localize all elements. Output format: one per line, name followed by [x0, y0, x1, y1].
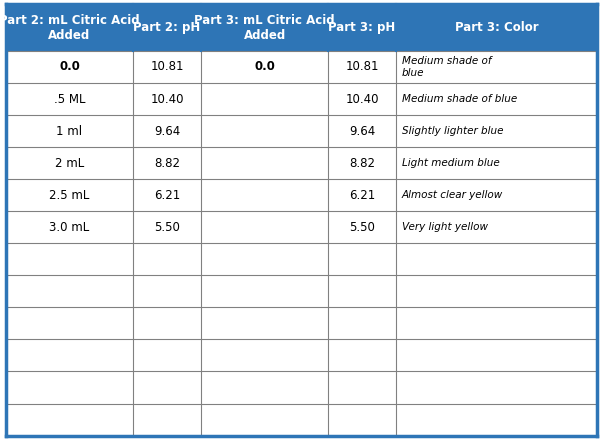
Bar	[133, 211, 201, 243]
Text: 1 ml: 1 ml	[57, 125, 83, 138]
Bar	[6, 243, 133, 275]
Bar	[328, 83, 396, 115]
Bar	[328, 115, 396, 147]
Text: Medium shade of
blue: Medium shade of blue	[402, 56, 491, 78]
Bar	[328, 275, 396, 308]
Text: 10.81: 10.81	[346, 60, 379, 73]
Bar	[396, 371, 597, 403]
Bar	[201, 4, 328, 51]
Text: Slightly lighter blue: Slightly lighter blue	[402, 126, 504, 136]
Bar	[328, 308, 396, 339]
Bar	[6, 147, 133, 179]
Bar	[396, 211, 597, 243]
Text: 5.50: 5.50	[154, 221, 180, 234]
Bar	[396, 147, 597, 179]
Text: 6.21: 6.21	[349, 189, 375, 202]
Bar	[328, 371, 396, 403]
Text: Medium shade of blue: Medium shade of blue	[402, 94, 517, 104]
Text: 9.64: 9.64	[349, 125, 375, 138]
Bar	[6, 339, 133, 371]
Bar	[328, 403, 396, 436]
Bar	[201, 147, 328, 179]
Text: 2 mL: 2 mL	[55, 157, 84, 170]
Bar	[328, 339, 396, 371]
Text: Part 2: pH: Part 2: pH	[133, 21, 201, 34]
Text: 5.50: 5.50	[349, 221, 375, 234]
Bar	[328, 147, 396, 179]
Text: 8.82: 8.82	[154, 157, 180, 170]
Bar	[396, 51, 597, 83]
Bar	[201, 51, 328, 83]
Bar	[6, 403, 133, 436]
Text: Light medium blue: Light medium blue	[402, 158, 500, 168]
Bar	[6, 275, 133, 308]
Bar	[396, 243, 597, 275]
Bar	[396, 179, 597, 211]
Bar	[133, 51, 201, 83]
Text: 0.0: 0.0	[254, 60, 275, 73]
Bar	[201, 243, 328, 275]
Bar	[133, 403, 201, 436]
Text: Part 3: Color: Part 3: Color	[455, 21, 538, 34]
Bar	[201, 179, 328, 211]
Bar	[201, 83, 328, 115]
Bar	[328, 179, 396, 211]
Bar	[396, 115, 597, 147]
Bar	[133, 115, 201, 147]
Bar	[396, 339, 597, 371]
Text: Very light yellow: Very light yellow	[402, 222, 488, 232]
Bar	[201, 403, 328, 436]
Bar	[6, 4, 133, 51]
Bar	[133, 83, 201, 115]
Bar	[133, 147, 201, 179]
Bar	[133, 243, 201, 275]
Text: Part 3: mL Citric Acid
Added: Part 3: mL Citric Acid Added	[194, 14, 335, 42]
Bar	[396, 4, 597, 51]
Text: 8.82: 8.82	[349, 157, 375, 170]
Bar	[133, 308, 201, 339]
Bar	[6, 115, 133, 147]
Text: 3.0 mL: 3.0 mL	[49, 221, 90, 234]
Bar	[6, 308, 133, 339]
Bar	[328, 4, 396, 51]
Bar	[201, 371, 328, 403]
Text: Almost clear yellow: Almost clear yellow	[402, 190, 504, 200]
Bar	[133, 371, 201, 403]
Text: 9.64: 9.64	[154, 125, 180, 138]
Text: 0.0: 0.0	[59, 60, 80, 73]
Text: 2.5 mL: 2.5 mL	[49, 189, 90, 202]
Text: 6.21: 6.21	[154, 189, 180, 202]
Bar	[201, 339, 328, 371]
Bar	[201, 211, 328, 243]
Bar	[6, 371, 133, 403]
Text: .5 ML: .5 ML	[54, 92, 85, 106]
Bar	[396, 403, 597, 436]
Bar	[133, 4, 201, 51]
Text: 10.81: 10.81	[150, 60, 184, 73]
Bar	[6, 83, 133, 115]
Bar	[396, 308, 597, 339]
Bar	[6, 211, 133, 243]
Bar	[133, 339, 201, 371]
Bar	[6, 179, 133, 211]
Bar	[201, 308, 328, 339]
Bar	[201, 115, 328, 147]
Bar	[396, 275, 597, 308]
Bar	[328, 243, 396, 275]
Text: Part 2: mL Citric Acid
Added: Part 2: mL Citric Acid Added	[0, 14, 140, 42]
Text: Part 3: pH: Part 3: pH	[329, 21, 396, 34]
Bar	[328, 51, 396, 83]
Text: 10.40: 10.40	[150, 92, 184, 106]
Bar	[6, 51, 133, 83]
Bar	[133, 179, 201, 211]
Bar	[201, 275, 328, 308]
Bar	[328, 211, 396, 243]
Bar	[396, 83, 597, 115]
Bar	[133, 275, 201, 308]
Text: 10.40: 10.40	[346, 92, 379, 106]
